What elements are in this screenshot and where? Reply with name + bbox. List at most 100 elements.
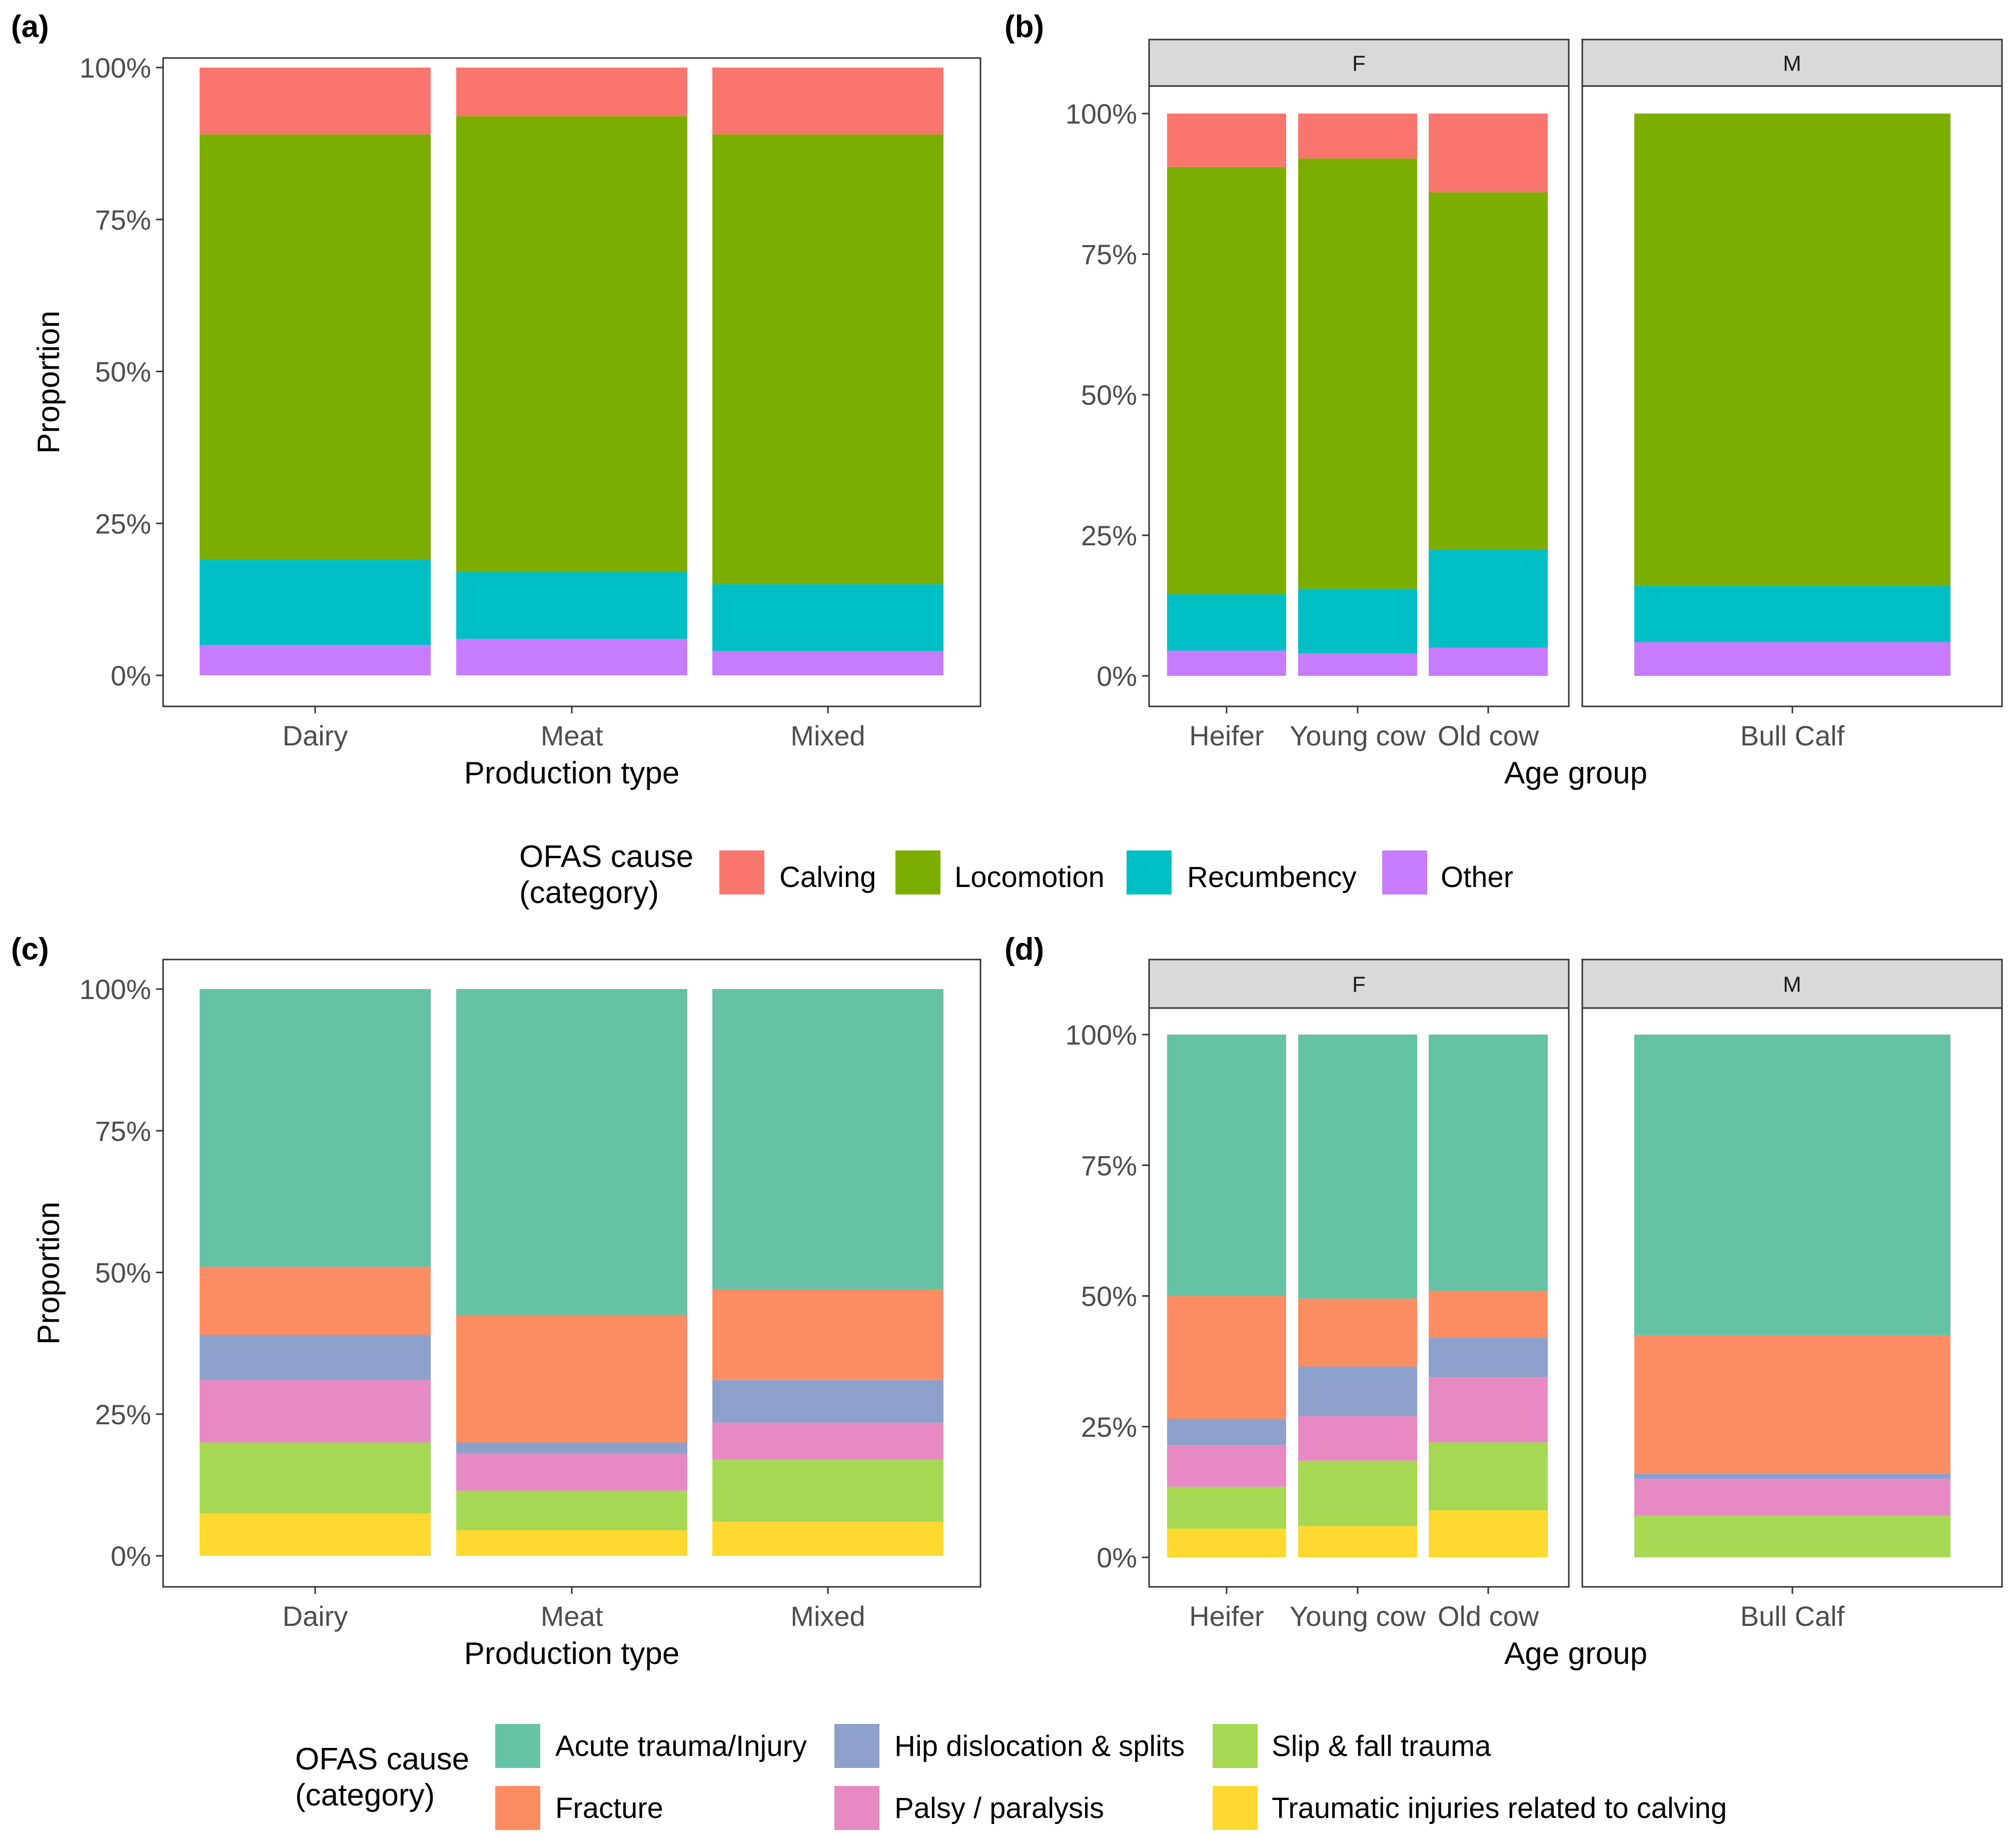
panel-d-ytick-label: 75% [1081,1150,1137,1181]
panel-b-facet-f-bar-old-cow-other [1429,647,1548,676]
panel-d-ytick-label: 100% [1066,1019,1137,1051]
legend-top-label-locomotion: Locomotion [954,861,1105,893]
panel-c-ytick-label: 50% [95,1257,151,1289]
panel-b-facet-f-xtick-label-old-cow: Old cow [1438,720,1539,751]
panel-d-facet-m-bar-bull-calf-fracture [1634,1335,1950,1474]
panel-a-bar-dairy-other [200,645,431,675]
panel-b-ytick-label: 50% [1081,379,1137,411]
panel-d-facet-f-bar-heifer-slip-fall-trauma [1167,1486,1286,1529]
panel-a-xtick-label-dairy: Dairy [283,720,348,751]
panel-b-ytick-label: 100% [1066,98,1137,130]
legend-bottom: OFAS cause (category) Acute trauma/Injur… [295,1724,1727,1830]
panel-c-xtick-label-meat: Meat [541,1600,603,1632]
legend-top: OFAS cause (category) Calving Locomotion R… [519,839,1513,910]
panel-d-facet-f-bar-young-cow-slip-fall-trauma [1298,1460,1417,1526]
panel-c-ytick-label: 100% [80,974,151,1005]
panel-c-bar-mixed-acute-trauma-injury [712,989,943,1290]
panel-c-bar-mixed-slip-fall-trauma [712,1459,943,1522]
panel-d-facet-f-bar-old-cow-fracture [1429,1291,1548,1338]
panel-d-facet-f-strip [1148,959,1570,1009]
panel-b-facet-f-strip-label: F [1352,52,1366,76]
panel-d-facet-f-bar-young-cow-fracture [1298,1298,1417,1367]
panel-a-bar-dairy-recumbency [200,560,431,645]
legend-top-key-recumbency [1127,850,1172,894]
panel-d-facet-f-bar-old-cow-traumatic-injuries-related-to-calving [1429,1510,1548,1557]
panel-b-facet-f-bar-old-cow-locomotion [1429,192,1548,550]
panel-b-facet-f-bar-young-cow-other [1298,653,1417,676]
panel-a-bar-mixed-calving [712,68,943,135]
panel-b-ytick-label: 75% [1081,239,1137,270]
panel-d-label: (d) [1004,932,1044,967]
panel-d-chart: F Heifer Young cow Old cow M Bull Calf 0% 25% 50… [1066,959,2003,1671]
panel-c-bar-meat-slip-fall-trauma [456,1490,687,1531]
panel-a-bar-dairy-calving [200,68,431,135]
panel-b-facet-f-bar-heifer-locomotion [1167,167,1286,595]
panel-b-facet-f-bar-old-cow-recumbency [1429,549,1548,648]
legend-bottom-label-acute-trauma-injury: Acute trauma/Injury [555,1730,807,1762]
panel-b-facet-f-bar-young-cow-calving [1298,114,1417,159]
legend-top-key-other [1382,850,1427,894]
panel-c-bar-dairy-hip-dislocation-splits [200,1335,431,1380]
legend-top-label-recumbency: Recumbency [1187,861,1356,893]
panel-d-facet-f-bar-heifer-palsy-paralysis [1167,1445,1286,1487]
legend-bottom-label-slip-fall-trauma: Slip & fall trauma [1272,1730,1491,1762]
panel-c-label: (c) [11,932,49,967]
panel-d-x-title: Age group [1504,1636,1647,1671]
panel-a-bar-meat-locomotion [456,116,687,572]
panel-b-facet-f-xtick-label-young-cow: Young cow [1290,720,1426,751]
panel-d-facet-f-xtick-label-old-cow: Old cow [1438,1600,1539,1632]
panel-c-ytick-label: 0% [111,1540,151,1572]
panel-b-facet-f-bar-old-cow-calving [1429,114,1548,193]
panel-d-facet-m-bar-bull-calf-palsy-paralysis [1634,1479,1950,1516]
panel-c-ytick-label: 25% [95,1399,151,1430]
panel-c-bar-dairy-palsy-paralysis [200,1380,431,1443]
panel-d-ytick-label: 0% [1097,1542,1137,1573]
panel-d-facet-m-bar-bull-calf-hip-dislocation-splits [1634,1473,1950,1479]
panel-b-facet-f-bar-young-cow-locomotion [1298,158,1417,589]
legend-bottom-key-slip-fall-trauma [1213,1724,1258,1768]
panel-b-ytick-label: 25% [1081,520,1137,551]
panel-d-facet-m-bar-bull-calf-slip-fall-trauma [1634,1515,1950,1557]
panel-c-bar-mixed-traumatic-injuries-related-to-calving [712,1522,943,1556]
panel-c-bar-dairy-slip-fall-trauma [200,1442,431,1514]
panel-c-x-title: Production type [464,1636,680,1671]
panel-d-facet-f-bar-heifer-traumatic-injuries-related-to-calving [1167,1528,1286,1557]
panel-c-bar-dairy-fracture [200,1267,431,1335]
panel-a-bar-meat-calving [456,68,687,117]
panel-b-facet-f-xtick-label-heifer: Heifer [1189,720,1264,751]
panel-b-facet-m-strip-label: M [1783,52,1801,76]
panel-a-y-title: Proportion [32,311,66,454]
legend-top-key-calving [719,850,764,894]
panel-d-facet-m-strip-label: M [1783,973,1801,997]
panel-b-facet-m-strip [1581,39,2003,87]
panel-d-facet-f-strip-label: F [1352,973,1366,997]
panel-a-xtick-label-mixed: Mixed [790,720,865,751]
legend-bottom-title-line2: (category) [295,1778,435,1812]
panel-a-ytick-label: 50% [95,356,151,388]
panel-b-label: (b) [1004,10,1044,44]
panel-d-facet-f-plot-border [1148,1007,1570,1588]
legend-bottom-label-hip-dislocation-splits: Hip dislocation & splits [894,1730,1185,1762]
panel-c-bar-meat-traumatic-injuries-related-to-calving [456,1530,687,1556]
panel-a-xtick-label-meat: Meat [541,720,603,751]
panel-b-facet-m-bar-bull-calf-recumbency [1634,586,1950,642]
panel-b-facet-m-bar-bull-calf-locomotion [1634,114,1950,586]
legend-top-label-other: Other [1441,861,1513,893]
legend-top-title-line1: OFAS cause [519,839,693,874]
legend-bottom-key-hip-dislocation-splits [834,1724,879,1768]
panel-d-facet-f-bar-young-cow-acute-trauma-injury [1298,1035,1417,1299]
panel-a-ytick-label: 25% [95,508,151,539]
panel-c-y-title: Proportion [32,1202,66,1345]
panel-c-bar-meat-palsy-paralysis [456,1454,687,1491]
panel-a-ytick-label: 75% [95,204,151,236]
panel-d-facet-m-strip [1581,959,2003,1009]
legend-bottom-key-acute-trauma-injury [495,1724,540,1768]
panel-a-bar-mixed-locomotion [712,134,943,584]
legend-bottom-title-line1: OFAS cause [295,1742,469,1776]
panel-a-bar-dairy-locomotion [200,134,431,560]
panel-c-bar-mixed-palsy-paralysis [712,1422,943,1460]
panel-d-facet-m-bar-bull-calf-acute-trauma-injury [1634,1035,1950,1335]
panel-a-bar-mixed-other [712,651,943,675]
panel-d-facet-f-xtick-label-young-cow: Young cow [1290,1600,1426,1632]
